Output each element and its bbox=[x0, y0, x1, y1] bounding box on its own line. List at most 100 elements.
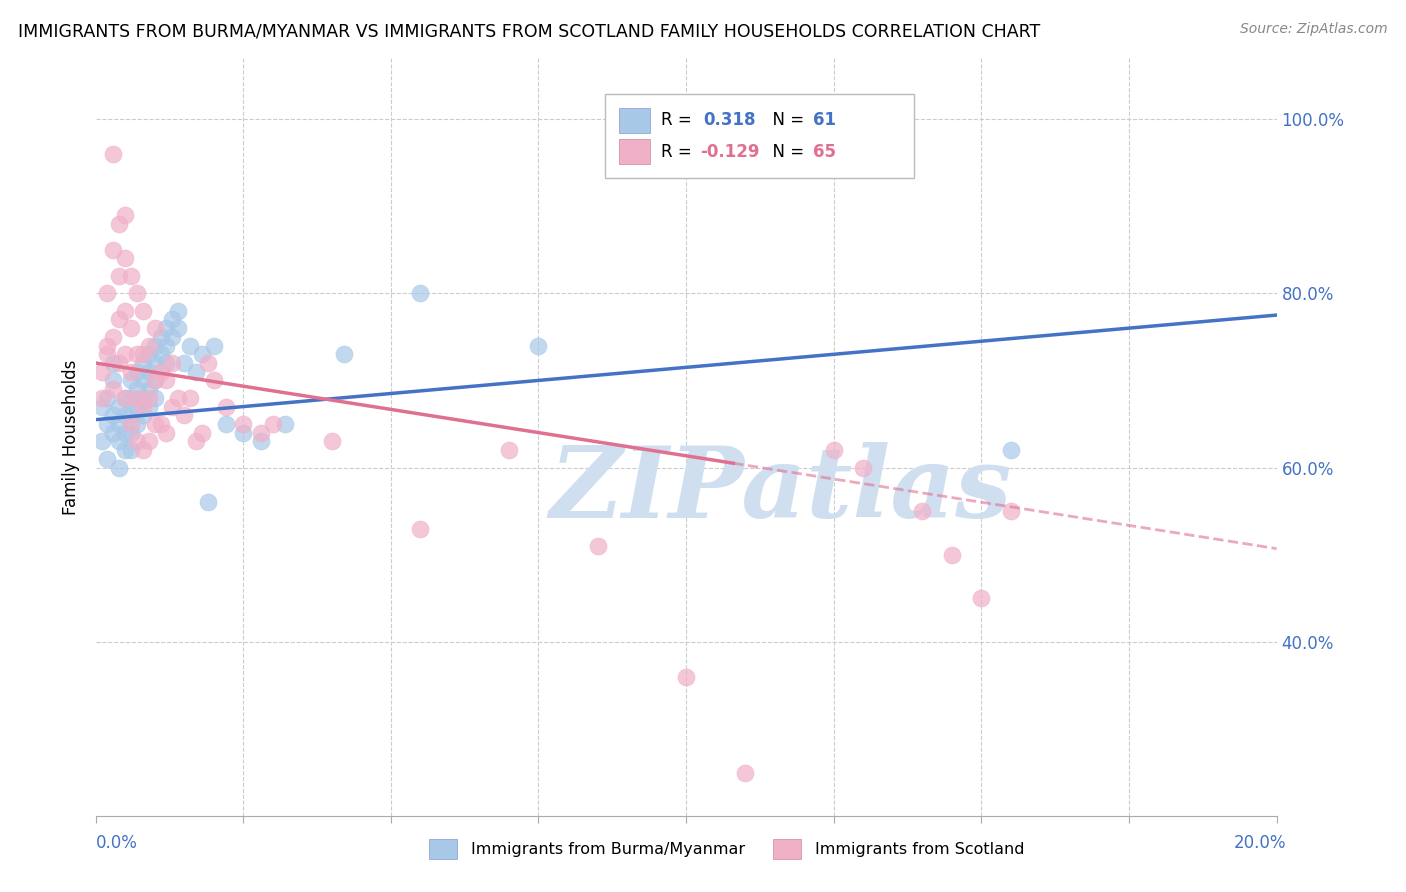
Point bbox=[125, 382, 148, 396]
Point bbox=[132, 347, 155, 361]
Point bbox=[138, 365, 160, 379]
Point bbox=[114, 347, 136, 361]
Point bbox=[90, 400, 112, 414]
Point bbox=[120, 268, 142, 283]
Point bbox=[125, 400, 148, 414]
Text: N =: N = bbox=[762, 112, 810, 129]
Point bbox=[149, 330, 172, 344]
Point bbox=[191, 347, 214, 361]
Point bbox=[232, 425, 254, 440]
Point bbox=[675, 670, 697, 684]
Point bbox=[108, 356, 131, 370]
Point bbox=[273, 417, 295, 431]
Point bbox=[162, 330, 184, 344]
Point bbox=[120, 425, 142, 440]
Point bbox=[120, 409, 142, 423]
Point bbox=[132, 400, 155, 414]
Point bbox=[262, 417, 284, 431]
Point bbox=[173, 409, 195, 423]
Point bbox=[167, 391, 190, 405]
Point bbox=[173, 356, 195, 370]
Point bbox=[321, 434, 343, 449]
Point bbox=[132, 356, 155, 370]
Point bbox=[103, 356, 125, 370]
Point bbox=[138, 382, 160, 396]
Point bbox=[90, 365, 112, 379]
Point bbox=[103, 425, 125, 440]
Point bbox=[125, 365, 148, 379]
Point bbox=[527, 338, 550, 352]
Point bbox=[586, 539, 609, 553]
Point bbox=[162, 356, 184, 370]
Point bbox=[114, 303, 136, 318]
Point bbox=[214, 400, 236, 414]
Point bbox=[103, 146, 125, 161]
Text: Source: ZipAtlas.com: Source: ZipAtlas.com bbox=[1240, 22, 1388, 37]
Point bbox=[155, 356, 177, 370]
Point bbox=[498, 443, 520, 458]
Point bbox=[202, 373, 225, 387]
Point bbox=[120, 417, 142, 431]
Point bbox=[138, 391, 160, 405]
Point bbox=[132, 409, 155, 423]
Point bbox=[103, 382, 125, 396]
Point bbox=[202, 338, 225, 352]
Point bbox=[197, 495, 219, 509]
Point bbox=[96, 286, 118, 301]
Point bbox=[138, 400, 160, 414]
Point bbox=[108, 217, 131, 231]
Point bbox=[155, 373, 177, 387]
Point bbox=[120, 321, 142, 335]
Point bbox=[103, 409, 125, 423]
Point bbox=[191, 425, 214, 440]
Point bbox=[823, 443, 845, 458]
Point bbox=[143, 356, 166, 370]
Point bbox=[138, 338, 160, 352]
Point bbox=[108, 417, 131, 431]
Point bbox=[103, 373, 125, 387]
Text: 0.0%: 0.0% bbox=[96, 834, 138, 852]
Point bbox=[125, 286, 148, 301]
Point bbox=[941, 548, 963, 562]
Text: Immigrants from Scotland: Immigrants from Scotland bbox=[815, 842, 1025, 856]
Point bbox=[108, 434, 131, 449]
Point bbox=[1000, 504, 1022, 518]
Point bbox=[250, 425, 273, 440]
Point bbox=[120, 365, 142, 379]
Point bbox=[125, 417, 148, 431]
Point bbox=[162, 400, 184, 414]
Point bbox=[114, 208, 136, 222]
Point bbox=[138, 434, 160, 449]
Text: 61: 61 bbox=[813, 112, 835, 129]
Point bbox=[108, 400, 131, 414]
Point bbox=[96, 417, 118, 431]
Point bbox=[197, 356, 219, 370]
Point bbox=[250, 434, 273, 449]
Text: Immigrants from Burma/Myanmar: Immigrants from Burma/Myanmar bbox=[471, 842, 745, 856]
Point bbox=[149, 417, 172, 431]
Point bbox=[132, 303, 155, 318]
Point bbox=[120, 443, 142, 458]
Point bbox=[114, 252, 136, 266]
Point bbox=[155, 338, 177, 352]
Text: R =: R = bbox=[661, 143, 697, 161]
Point bbox=[734, 765, 756, 780]
Point bbox=[1000, 443, 1022, 458]
Point bbox=[155, 425, 177, 440]
Point bbox=[132, 443, 155, 458]
Point bbox=[114, 391, 136, 405]
Point bbox=[96, 391, 118, 405]
Y-axis label: Family Households: Family Households bbox=[62, 359, 80, 515]
Point bbox=[332, 347, 354, 361]
Point bbox=[120, 373, 142, 387]
Point bbox=[138, 347, 160, 361]
Point bbox=[114, 443, 136, 458]
Text: 0.318: 0.318 bbox=[703, 112, 755, 129]
Point bbox=[143, 391, 166, 405]
Point bbox=[232, 417, 254, 431]
Text: IMMIGRANTS FROM BURMA/MYANMAR VS IMMIGRANTS FROM SCOTLAND FAMILY HOUSEHOLDS CORR: IMMIGRANTS FROM BURMA/MYANMAR VS IMMIGRA… bbox=[18, 22, 1040, 40]
Point bbox=[96, 338, 118, 352]
Point bbox=[184, 434, 207, 449]
Point bbox=[90, 391, 112, 405]
Point bbox=[114, 409, 136, 423]
